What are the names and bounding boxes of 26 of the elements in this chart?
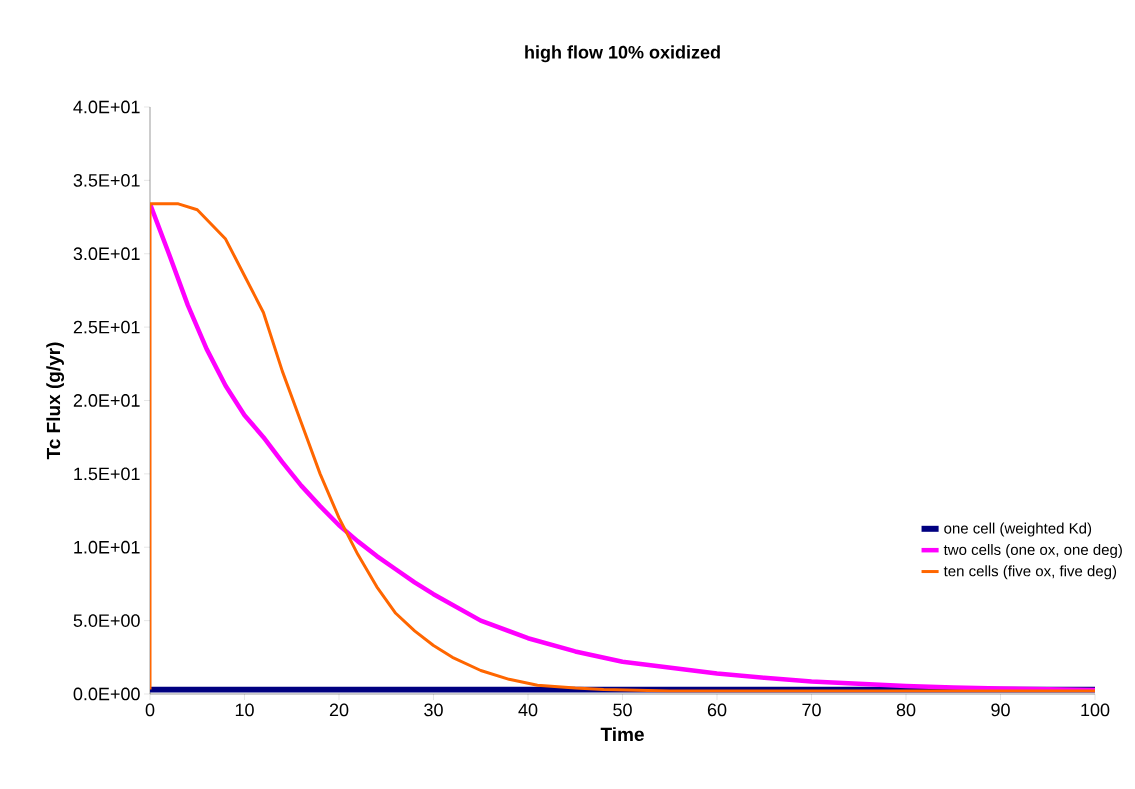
x-tick-label: 0: [145, 703, 155, 717]
y-tick-label: 5.0E+00: [73, 614, 140, 627]
x-tick-label: 50: [613, 703, 632, 717]
x-tick-label: 10: [235, 703, 254, 717]
y-tick-label: 1.0E+01: [74, 540, 140, 554]
y-tick-label: 1.5E+01: [74, 467, 140, 481]
y-tick-label: 0.0E+00: [73, 687, 140, 701]
legend-label: two cells (one ox, one deg): [943, 543, 1122, 558]
y-axis-title: Tc Flux (g/yr): [46, 342, 65, 460]
y-tick-label: 3.5E+01: [73, 173, 140, 187]
y-tick-label: 4.0E+01: [73, 100, 140, 114]
y-tick-label: 2.5E+01: [73, 320, 140, 334]
chart-title: high flow 10% oxidized: [525, 45, 720, 63]
x-tick-label: 100: [1081, 703, 1110, 717]
x-tick-label: 80: [896, 703, 916, 717]
y-tick-label: 3.0E+01: [73, 247, 140, 261]
x-tick-label: 90: [991, 703, 1010, 717]
y-tick-label: 2.0E+01: [73, 394, 140, 407]
x-tick-label: 40: [518, 703, 538, 717]
x-tick-label: 70: [802, 703, 821, 717]
x-tick-label: 60: [707, 703, 727, 717]
x-tick-label: 20: [329, 703, 349, 717]
legend-label: one cell (weighted Kd): [944, 522, 1092, 537]
legend-label: ten cells (five ox, five deg): [943, 565, 1117, 580]
x-axis-title: Time: [600, 727, 644, 742]
x-tick-label: 30: [424, 703, 443, 717]
